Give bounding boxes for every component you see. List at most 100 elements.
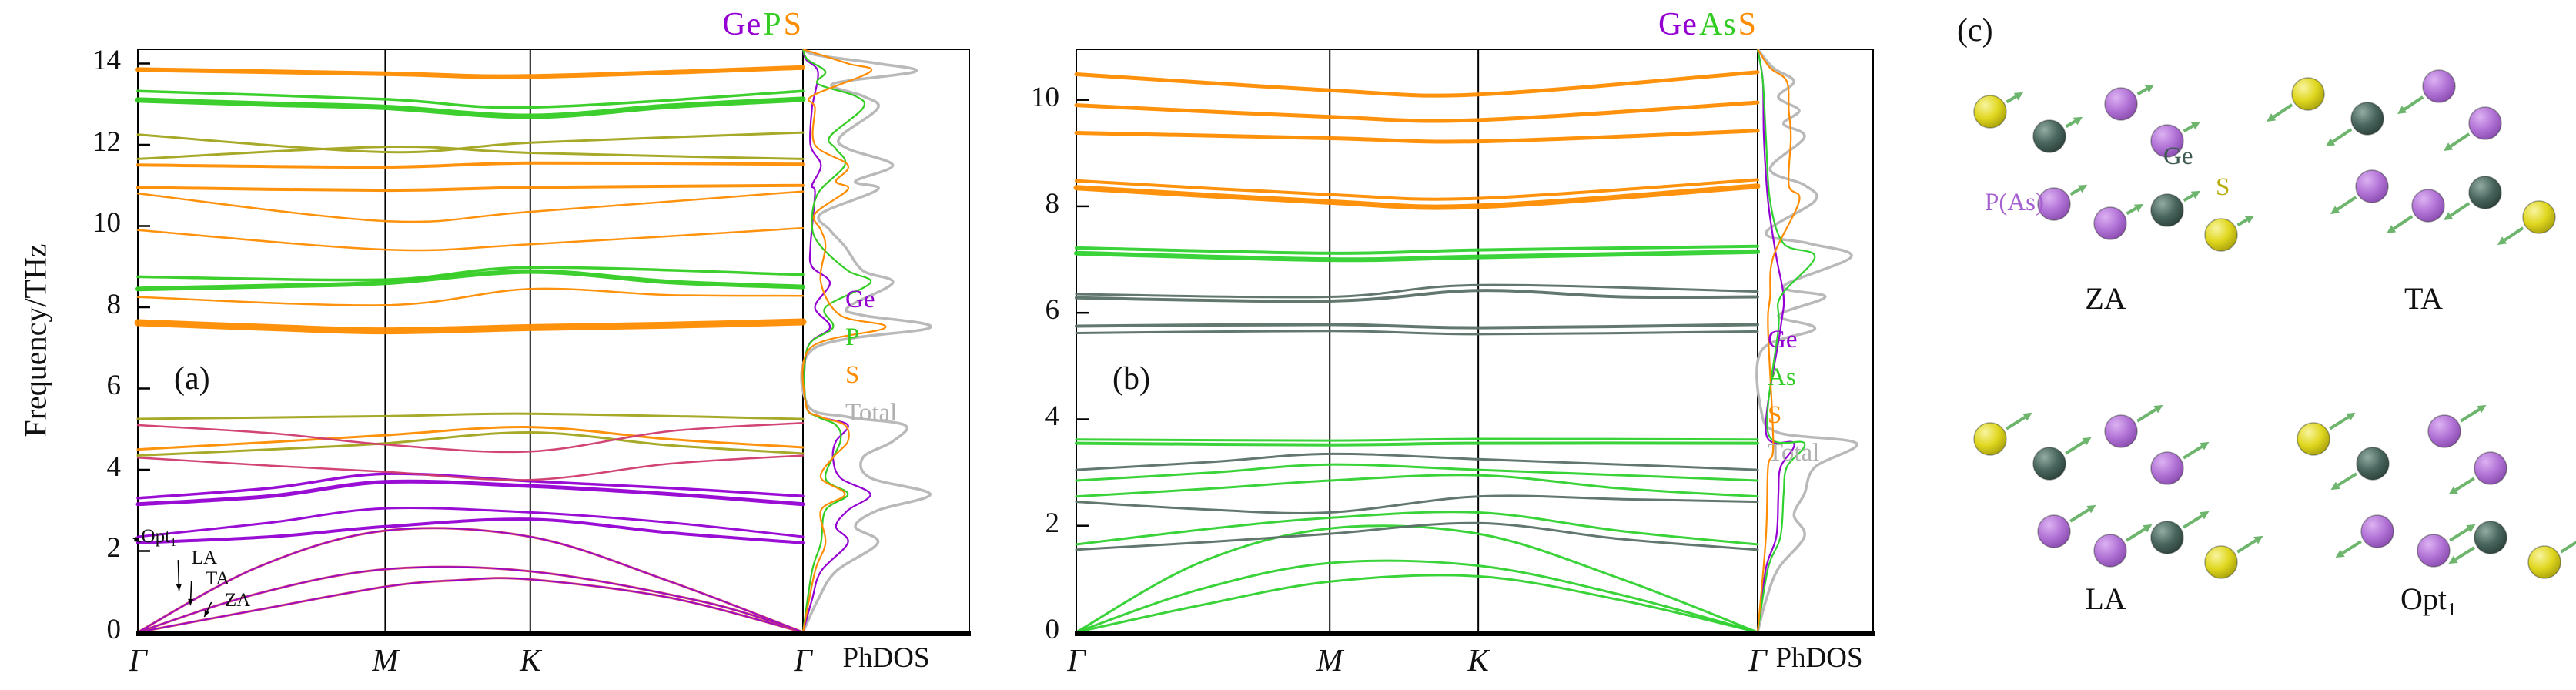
phonon-band xyxy=(137,528,804,633)
displacement-arrow xyxy=(2332,128,2353,143)
title-element-as: As xyxy=(1698,7,1737,42)
phonon-band xyxy=(1075,463,1759,482)
panel-b-letter: (b) xyxy=(1112,361,1150,397)
displacement-arrow xyxy=(2454,477,2475,491)
dos-curve-total xyxy=(800,48,932,633)
atom-s xyxy=(1973,422,2007,456)
title-element-s: S xyxy=(783,7,802,42)
y-tick-label: 10 xyxy=(1031,81,1059,113)
displacement-arrow xyxy=(2504,226,2524,242)
atom-ge xyxy=(2468,176,2502,209)
atom-ge xyxy=(2032,119,2066,153)
band-annotation: Opt₁ xyxy=(141,525,177,547)
legend-s: S xyxy=(1768,401,1782,429)
annotation-arrowhead xyxy=(188,598,194,606)
y-tick-label: 0 xyxy=(1045,614,1060,645)
displacement-arrow xyxy=(2069,187,2081,196)
phonon-band xyxy=(1074,100,1760,123)
x-tick-label: K xyxy=(520,642,541,678)
atom-p xyxy=(2427,414,2461,448)
phonon-band xyxy=(136,226,805,252)
displacement-arrowhead xyxy=(2200,511,2210,520)
phonon-band xyxy=(136,161,805,169)
displacement-arrow xyxy=(2065,440,2086,455)
atom-s xyxy=(2297,422,2330,456)
dos-curve-total xyxy=(1755,48,1858,633)
y-tick-label: 10 xyxy=(92,207,121,239)
atom-s xyxy=(1973,95,2007,129)
phonon-band xyxy=(136,131,805,154)
legend-as: As xyxy=(1768,363,1796,391)
phonon-band xyxy=(136,412,805,420)
displacement-arrowhead xyxy=(2082,437,2092,446)
displacement-arrow xyxy=(2404,95,2424,111)
y-tick-label: 2 xyxy=(106,532,122,564)
atom-p xyxy=(2093,206,2127,240)
phonon-band xyxy=(135,96,806,119)
atom-s xyxy=(2527,545,2561,579)
displacement-arrowhead xyxy=(2397,106,2407,114)
atom-p xyxy=(2422,69,2456,103)
phonon-band xyxy=(1075,323,1759,330)
phonon-band xyxy=(136,266,805,282)
phonon-band xyxy=(134,318,807,335)
y-tick-label: 2 xyxy=(1045,507,1060,539)
phonon-band xyxy=(136,507,805,538)
displacement-arrowhead xyxy=(2267,113,2277,122)
displacement-arrowhead xyxy=(2387,225,2397,233)
displacement-arrowhead xyxy=(2022,412,2032,421)
displacement-arrowhead xyxy=(2144,84,2155,93)
y-tick-label: 8 xyxy=(1045,187,1060,219)
phonon-band xyxy=(136,454,805,481)
phonon-band xyxy=(1075,437,1759,442)
panel-b-title: GeAsS xyxy=(1527,6,1758,43)
title-element-p: P xyxy=(763,7,782,42)
atom-ge xyxy=(2032,447,2066,481)
displacement-arrowhead xyxy=(2330,481,2340,491)
phonon-band xyxy=(136,422,805,454)
phonon-band xyxy=(1075,330,1759,336)
phonon-band xyxy=(135,479,805,507)
displacement-arrowhead xyxy=(2326,138,2336,146)
displacement-arrow xyxy=(2183,193,2194,203)
annotation-arrowhead xyxy=(176,584,182,591)
phonon-band xyxy=(1075,559,1759,634)
displacement-arrow xyxy=(2183,514,2203,529)
panel-a-dos-axis-label: PhDOS xyxy=(842,642,930,674)
legend-s: S xyxy=(845,361,860,389)
legend-total: Total xyxy=(845,399,898,427)
atom-p xyxy=(2360,514,2394,548)
displacement-arrow xyxy=(2126,206,2137,216)
panel-a-letter: (a) xyxy=(174,361,210,397)
legend-p: P xyxy=(845,323,860,351)
legend-total: Total xyxy=(1768,439,1820,467)
title-element-s: S xyxy=(1738,7,1757,42)
displacement-arrow xyxy=(2449,528,2470,542)
dos-curve-s xyxy=(801,48,887,633)
x-tick-label: Γ xyxy=(129,642,147,678)
displacement-arrow xyxy=(2136,408,2157,423)
displacement-arrowhead xyxy=(2200,441,2210,451)
displacement-arrowhead xyxy=(2444,212,2454,220)
displacement-arrow xyxy=(2337,196,2357,211)
annotation-arrowhead xyxy=(133,536,141,542)
displacement-arrow xyxy=(2273,103,2293,119)
x-tick-label: K xyxy=(1467,642,1489,678)
displacement-arrow xyxy=(2136,87,2148,96)
title-element-ge: Ge xyxy=(1658,7,1698,42)
y-tick-label: 0 xyxy=(106,614,122,645)
displacement-arrow xyxy=(2454,546,2475,561)
displacement-arrow xyxy=(2337,472,2357,487)
displacement-arrowhead xyxy=(2143,524,2153,533)
atom-ge xyxy=(2350,102,2384,136)
displacement-arrow xyxy=(2236,539,2257,554)
atom-p xyxy=(2355,169,2389,203)
displacement-arrow xyxy=(2065,119,2076,129)
displacement-arrow xyxy=(2126,528,2146,542)
title-element-ge: Ge xyxy=(722,7,762,42)
displacement-arrow xyxy=(2560,541,2576,554)
y-tick-label: 4 xyxy=(106,451,122,483)
phonon-band xyxy=(1075,283,1759,299)
